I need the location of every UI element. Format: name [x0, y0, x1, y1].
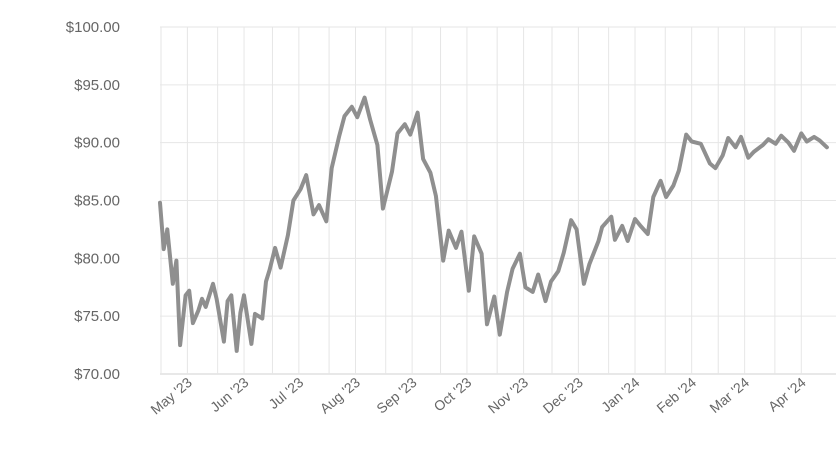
x-tick-label: May '23	[147, 374, 195, 418]
x-tick-label: Mar '24	[706, 374, 752, 416]
series-group	[158, 95, 829, 353]
y-tick-label: $90.00	[74, 135, 120, 152]
price-series-line	[158, 95, 829, 353]
x-tick-label: Feb '24	[653, 374, 699, 416]
y-axis: $100.00 $95.00 $90.00 $85.00 $80.00 $75.00 $70…	[66, 19, 120, 383]
y-tick-label: $100.00	[66, 19, 120, 36]
y-tick-label: $70.00	[74, 366, 120, 383]
x-tick-label: Aug '23	[317, 374, 363, 417]
x-tick-label: Jun '23	[207, 374, 252, 415]
x-tick-label: Dec '23	[540, 374, 586, 417]
y-tick-label: $95.00	[74, 77, 120, 94]
x-tick-label: Sep '23	[373, 374, 419, 417]
y-tick-label: $85.00	[74, 193, 120, 210]
x-tick-label: Jul '23	[265, 374, 306, 412]
y-tick-label: $75.00	[74, 308, 120, 325]
y-tick-label: $80.00	[74, 250, 120, 267]
x-tick-label: Oct '23	[431, 374, 475, 415]
x-tick-label: Jan '24	[598, 374, 643, 415]
x-axis: May '23 Jun '23 Jul '23 Aug '23 Sep '23 Oct '…	[147, 374, 809, 418]
x-tick-label: Nov '23	[485, 374, 531, 417]
x-tick-label: Apr '24	[765, 374, 809, 415]
